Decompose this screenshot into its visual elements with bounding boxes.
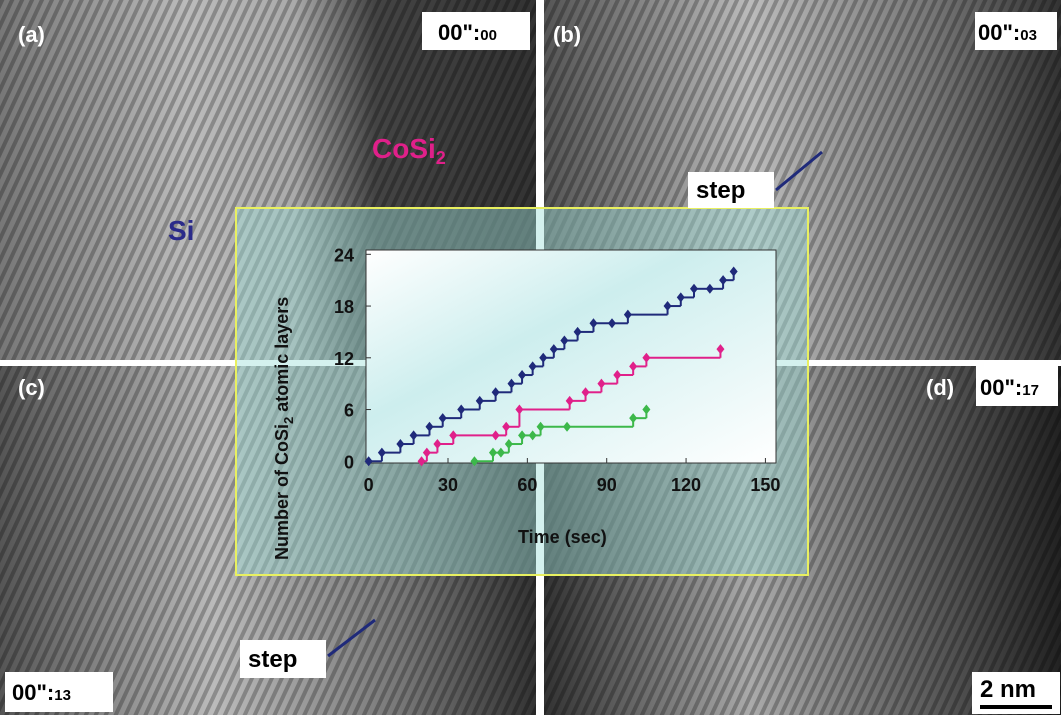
- x-tick-label: 0: [364, 475, 374, 495]
- y-tick-label: 12: [334, 349, 354, 369]
- y-tick-label: 18: [334, 297, 354, 317]
- x-tick-label: 150: [750, 475, 780, 495]
- panel-label: (a): [18, 22, 45, 47]
- scale-label: 2 nm: [980, 676, 1036, 703]
- x-tick-label: 30: [438, 475, 458, 495]
- annotation: Si: [168, 215, 194, 246]
- plot-area: [366, 250, 776, 463]
- x-tick-label: 60: [517, 475, 537, 495]
- x-tick-label: 120: [671, 475, 701, 495]
- y-tick-label: 6: [344, 401, 354, 421]
- y-tick-label: 0: [344, 452, 354, 472]
- x-tick-label: 90: [597, 475, 617, 495]
- annotation: step: [696, 177, 745, 204]
- x-axis-label: Time (sec): [518, 527, 607, 547]
- panel-label: (d): [926, 375, 954, 400]
- annotation: CoSi2: [372, 133, 446, 168]
- y-tick-label: 24: [334, 245, 354, 265]
- panel-label: (b): [553, 22, 581, 47]
- annotation: step: [248, 646, 297, 673]
- panel-label: (c): [18, 375, 45, 400]
- figure: (a) (b) (c) (d) 00":00 00":03 00":13 00"…: [0, 0, 1061, 715]
